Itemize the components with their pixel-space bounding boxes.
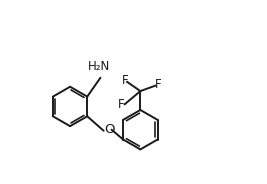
Text: F: F: [121, 74, 128, 87]
Text: F: F: [155, 78, 162, 91]
Text: H₂N: H₂N: [88, 60, 110, 73]
Text: O: O: [104, 123, 115, 136]
Text: F: F: [118, 98, 125, 111]
